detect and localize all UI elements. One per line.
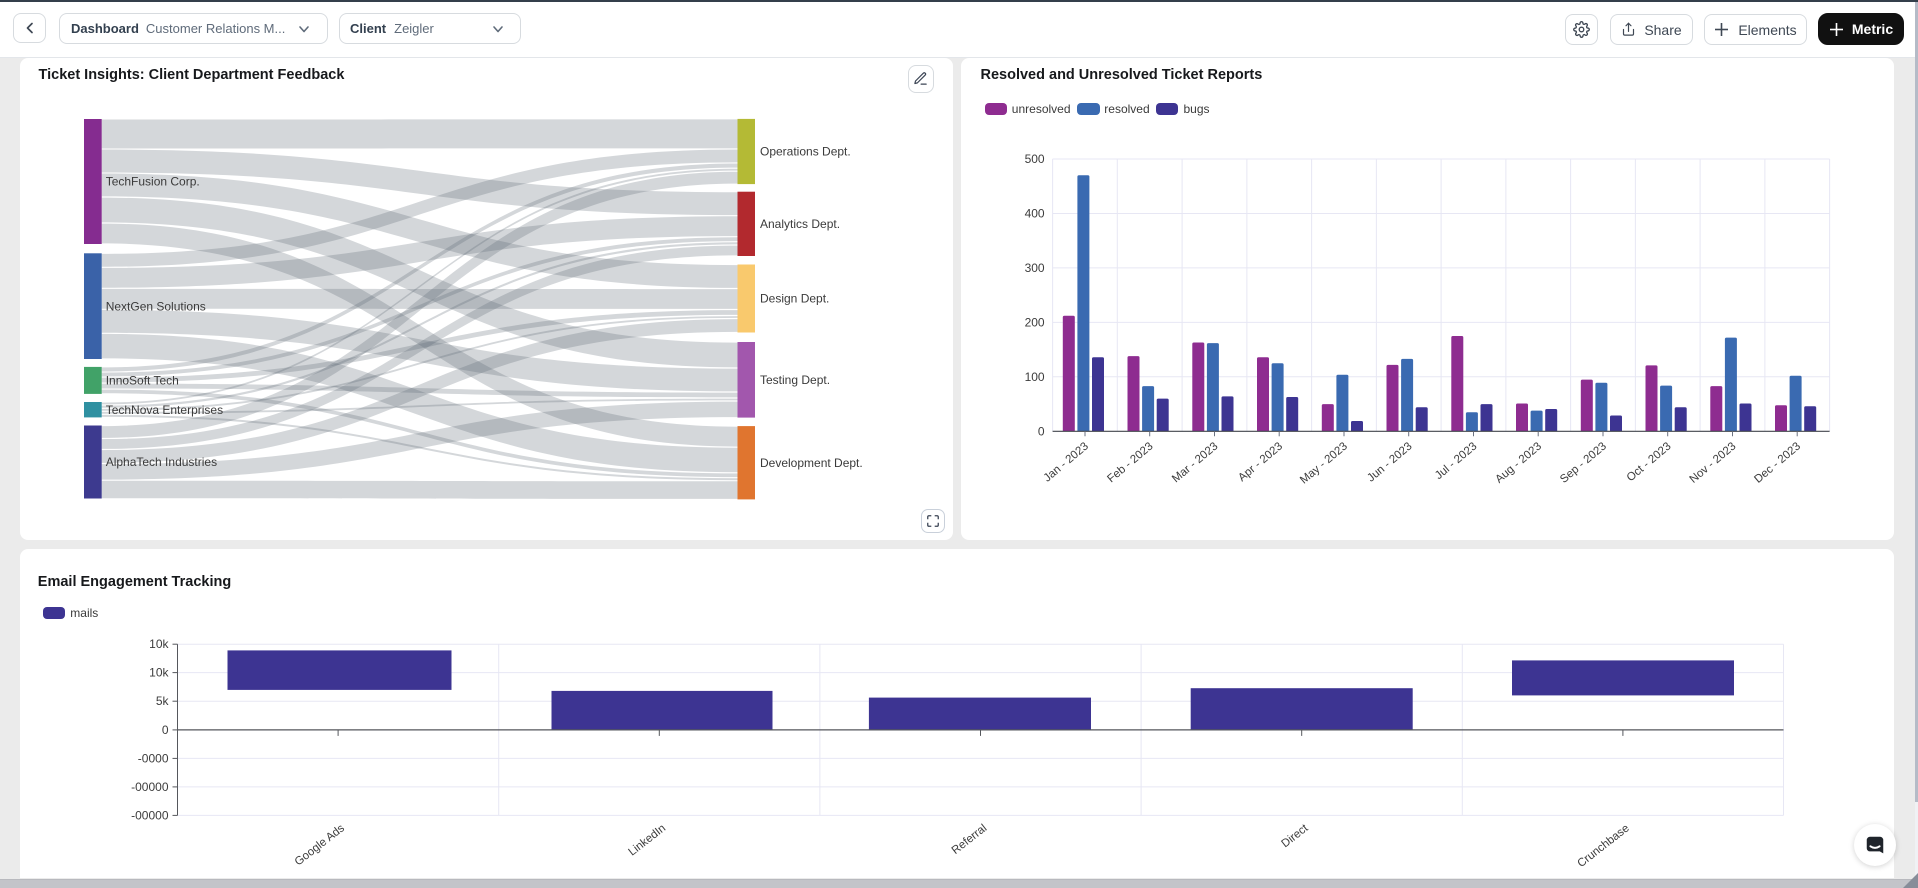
svg-text:400: 400 [1025, 207, 1045, 221]
svg-text:Operations Dept.: Operations Dept. [760, 145, 851, 159]
svg-text:10k: 10k [149, 665, 169, 679]
svg-text:Feb - 2023: Feb - 2023 [1105, 440, 1155, 485]
svg-text:0: 0 [1038, 424, 1045, 438]
svg-text:Dec - 2023: Dec - 2023 [1752, 440, 1803, 485]
svg-text:Development Dept.: Development Dept. [760, 456, 863, 470]
svg-text:Jan - 2023: Jan - 2023 [1042, 440, 1091, 484]
svg-text:Mar - 2023: Mar - 2023 [1170, 440, 1220, 485]
svg-text:Referral: Referral [949, 822, 989, 857]
svg-text:InnoSoft Tech: InnoSoft Tech [105, 374, 178, 388]
svg-text:Sep - 2023: Sep - 2023 [1558, 440, 1609, 485]
svg-text:500: 500 [1025, 152, 1045, 166]
svg-text:Nov - 2023: Nov - 2023 [1688, 440, 1739, 485]
svg-text:300: 300 [1025, 261, 1045, 275]
svg-text:10k: 10k [149, 637, 169, 651]
svg-text:Aug - 2023: Aug - 2023 [1493, 440, 1544, 485]
svg-text:Jul - 2023: Jul - 2023 [1433, 440, 1479, 482]
svg-text:NextGen Solutions: NextGen Solutions [105, 299, 205, 313]
svg-text:May - 2023: May - 2023 [1298, 440, 1350, 486]
svg-text:Crunchbase: Crunchbase [1575, 822, 1631, 870]
svg-text:Apr - 2023: Apr - 2023 [1236, 440, 1285, 484]
svg-text:Testing Dept.: Testing Dept. [760, 373, 830, 387]
svg-text:TechNova Enterprises: TechNova Enterprises [105, 403, 222, 417]
svg-text:Design Dept.: Design Dept. [760, 292, 829, 306]
svg-text:LinkedIn: LinkedIn [626, 822, 668, 858]
svg-text:AlphaTech Industries: AlphaTech Industries [105, 455, 216, 469]
svg-text:100: 100 [1025, 370, 1045, 384]
svg-text:-00000: -00000 [131, 779, 169, 793]
svg-text:5k: 5k [155, 694, 169, 708]
svg-text:Direct: Direct [1279, 821, 1311, 849]
svg-text:Google Ads: Google Ads [292, 822, 346, 868]
svg-text:200: 200 [1025, 315, 1045, 329]
svg-text:Analytics Dept.: Analytics Dept. [760, 217, 840, 231]
svg-text:0: 0 [161, 722, 168, 736]
svg-text:-00000: -00000 [131, 808, 169, 822]
svg-text:TechFusion Corp.: TechFusion Corp. [105, 175, 199, 189]
svg-text:-0000: -0000 [137, 751, 168, 765]
svg-text:Jun - 2023: Jun - 2023 [1365, 440, 1414, 484]
svg-text:Oct - 2023: Oct - 2023 [1625, 440, 1674, 484]
